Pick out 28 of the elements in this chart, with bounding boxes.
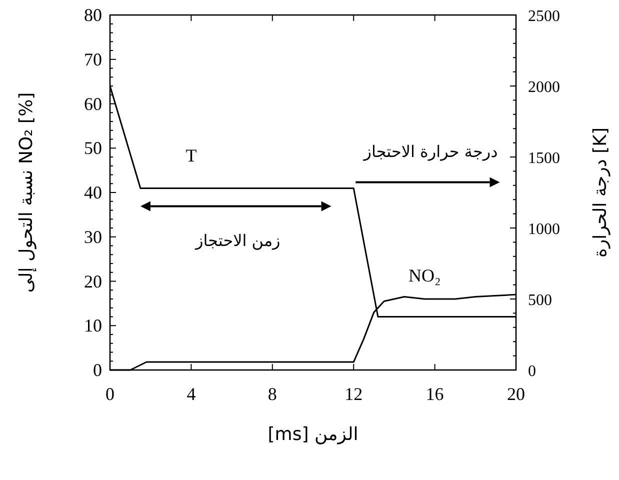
- y2-axis-title: درجة الحرارة [K]: [590, 128, 611, 258]
- x-tick-label: 16: [426, 384, 444, 404]
- y-tick-label: 10: [84, 316, 102, 336]
- y-tick-label: 70: [84, 49, 102, 70]
- y2-tick-label: 0: [528, 363, 536, 380]
- y-tick-label: 50: [84, 138, 102, 158]
- y-axis-title: نسبة التحول إلى NO₂ [%]: [16, 92, 37, 293]
- x-tick-label: 8: [268, 384, 277, 404]
- y2-tick-label: 500: [528, 292, 552, 309]
- y-tick-label: 20: [84, 271, 102, 292]
- y2-tick-label: 1000: [528, 221, 560, 238]
- y-tick-label: 80: [84, 5, 102, 25]
- x-axis-title: [ms] الزمن: [268, 424, 358, 445]
- y-tick-label: 30: [84, 226, 102, 247]
- series-label: T: [186, 145, 197, 166]
- x-tick-label: 4: [186, 384, 196, 404]
- y2-tick-label: 2000: [528, 79, 560, 96]
- x-tick-label: 0: [106, 384, 114, 404]
- annotation: زمن الاحتجاز: [194, 230, 280, 250]
- y2-tick-label: 1500: [528, 150, 560, 167]
- y-tick-label: 40: [84, 182, 102, 202]
- x-tick-label: 20: [507, 384, 525, 404]
- y2-tick-label: 2500: [528, 8, 560, 25]
- y-tick-label: 0: [93, 360, 102, 380]
- series-label: NO₂: [408, 265, 441, 286]
- x-tick-label: 12: [344, 384, 363, 404]
- y-tick-label: 60: [84, 94, 102, 114]
- annotation: درجة حرارة الاحتجاز: [362, 142, 498, 161]
